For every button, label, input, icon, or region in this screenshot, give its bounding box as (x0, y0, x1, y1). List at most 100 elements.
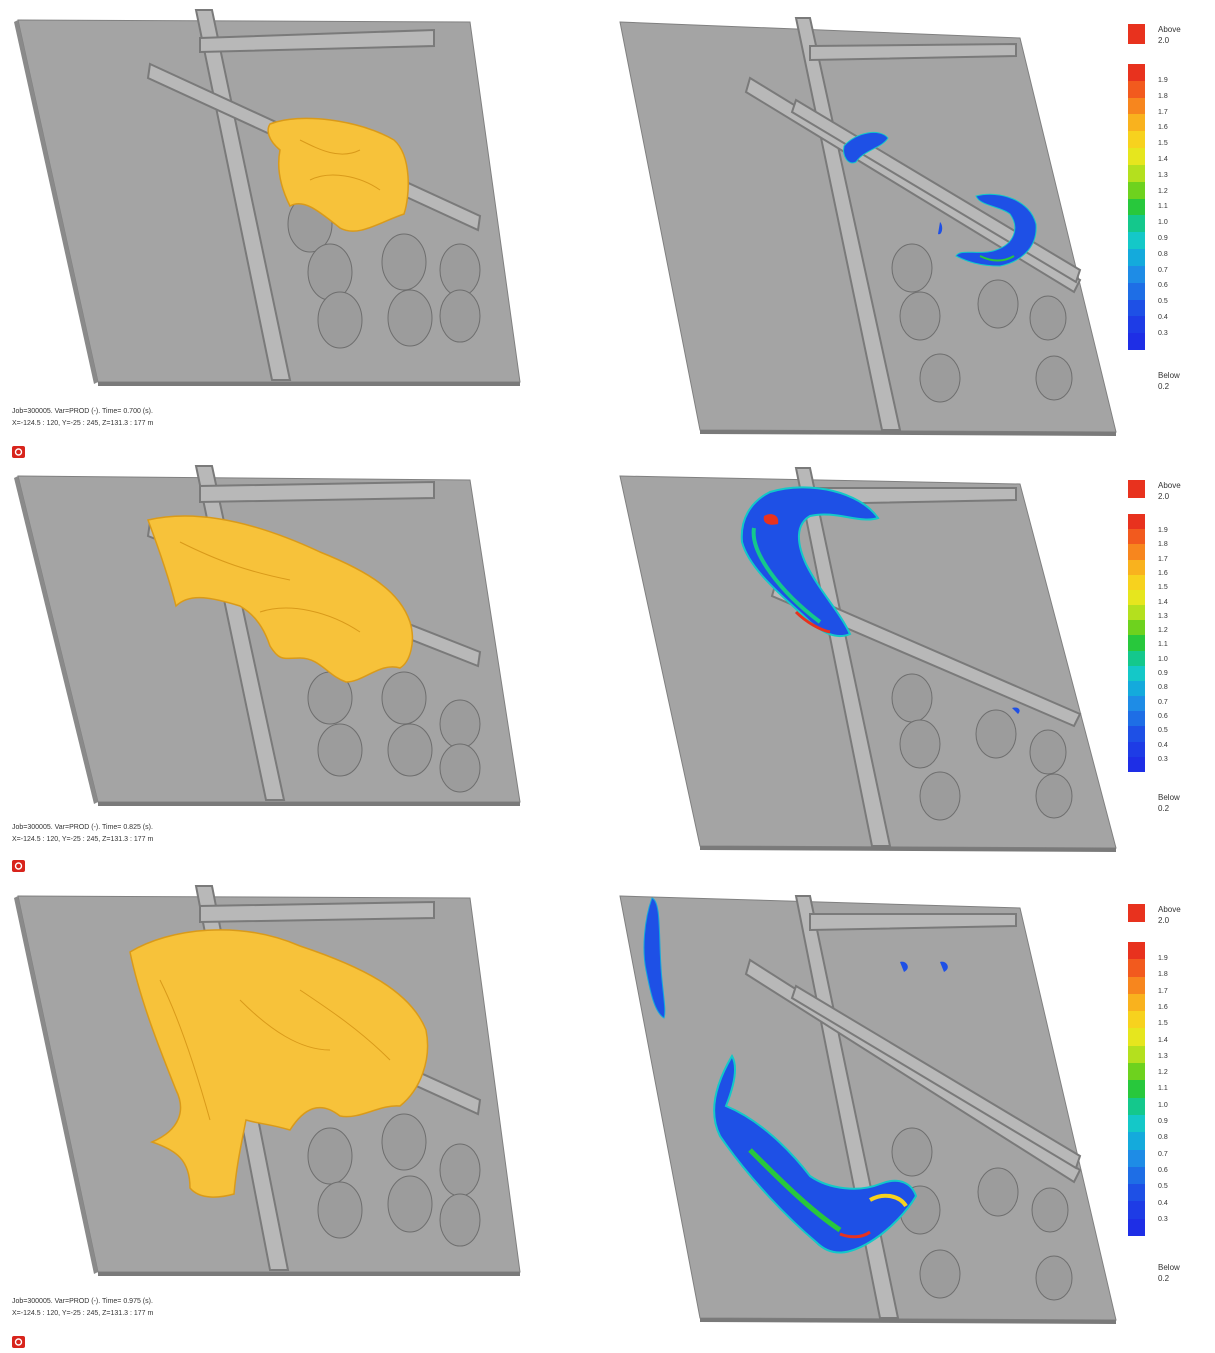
legend-color-step (1128, 1166, 1145, 1185)
legend-level-label: 1.1 (1158, 1085, 1168, 1093)
legend-level-label: 1.2 (1158, 627, 1168, 635)
concentration-contour (740, 486, 880, 638)
legend-color-step (1128, 942, 1145, 960)
right-3d-view-frame-1 (600, 0, 1120, 440)
legend-color-step (1128, 711, 1145, 727)
legend-level-label: 1.9 (1158, 955, 1168, 962)
legend-level-label: 1.6 (1158, 569, 1168, 577)
legend-color-step (1128, 529, 1145, 545)
iso-surface-render (14, 465, 521, 806)
legend-color-step (1128, 976, 1145, 994)
caption-job-time: Job=300005. Var=PROD (-). Time= 0.825 (s… (12, 824, 153, 831)
legend-color-step (1128, 1063, 1145, 1081)
iso-surface-render (14, 885, 521, 1276)
app-icon[interactable] (12, 1336, 25, 1348)
legend-level-label: 0.9 (1158, 670, 1168, 677)
legend-level-label: 1.3 (1158, 1052, 1168, 1060)
legend-level-label: 0.5 (1158, 727, 1168, 735)
legend-color-step (1128, 696, 1145, 712)
legend-level-label: 1.9 (1158, 527, 1168, 534)
caption-job-time: Job=300005. Var=PROD (-). Time= 0.700 (s… (12, 408, 153, 415)
legend-color-step (1128, 589, 1145, 606)
legend-color-step (1128, 1218, 1145, 1237)
legend-above-value: 2.0 (1158, 36, 1170, 45)
legend-color-step (1128, 1132, 1145, 1150)
legend-color-step (1128, 80, 1145, 98)
legend-above-swatch (1128, 24, 1145, 44)
contour-render (619, 895, 1117, 1324)
legend-color-step (1128, 605, 1145, 621)
legend-color-step (1128, 215, 1145, 233)
right-3d-view-frame-2 (600, 462, 1120, 862)
legend-below-label: Below (1158, 371, 1180, 380)
legend-level-label: 0.5 (1158, 1183, 1168, 1191)
legend-color-step (1128, 559, 1145, 575)
legend-color-step (1128, 333, 1145, 351)
legend-level-label: 0.7 (1158, 698, 1168, 706)
legend-above-label: Above (1158, 25, 1181, 34)
legend-level-label: 0.8 (1158, 684, 1168, 692)
legend-color-step (1128, 741, 1145, 757)
legend-level-label: 1.4 (1158, 598, 1168, 606)
legend-above-label: Above (1158, 905, 1181, 914)
legend-color-step (1128, 232, 1145, 250)
legend-below-value: 0.2 (1158, 382, 1170, 391)
legend-color-step (1128, 1201, 1145, 1219)
concentration-contour (713, 1054, 918, 1254)
frame-caption: Job=300005. Var=PROD (-). Time= 0.975 (s… (12, 1296, 153, 1320)
iso-surface-render (14, 9, 521, 386)
color-legend: Above 2.0 1.9 1.8 1.7 1.6 1.5 1.4 1.3 1.2 1.1 1.0 0.… (1120, 900, 1215, 1286)
legend-color-step (1128, 1149, 1145, 1167)
concentration-contour (643, 897, 666, 1019)
legend-level-label: 0.9 (1158, 235, 1168, 242)
legend-color-step (1128, 1011, 1145, 1029)
legend-color-step (1128, 1045, 1145, 1064)
legend-level-label: 0.4 (1158, 314, 1168, 321)
legend-level-label: 0.7 (1158, 1150, 1168, 1158)
legend-level-label: 0.4 (1158, 1199, 1168, 1207)
legend-level-label: 0.5 (1158, 298, 1168, 306)
ground-edge (98, 382, 520, 386)
legend-above-swatch (1128, 904, 1145, 922)
legend-level-label: 1.1 (1158, 203, 1168, 211)
legend-color-step (1128, 544, 1145, 560)
legend-color-step (1128, 64, 1145, 81)
caption-extents: X=-124.5 : 120, Y=-25 : 245, Z=131.3 : 1… (12, 836, 154, 843)
legend-level-label: 1.6 (1158, 124, 1168, 132)
legend-level-label: 1.5 (1158, 140, 1168, 148)
legend-color-step (1128, 265, 1145, 283)
legend-level-label: 1.1 (1158, 641, 1168, 649)
legend-color-step (1128, 1184, 1145, 1202)
app-icon[interactable] (12, 860, 25, 872)
legend-color-step (1128, 97, 1145, 115)
gas-cloud-isosurface (129, 929, 429, 1198)
color-legend: Above 2.0 1.9 1.8 1.7 1.6 1.5 1.4 1.3 1.2 1.1 1.0 0.… (1120, 476, 1215, 816)
right-3d-view-frame-3 (600, 880, 1120, 1332)
legend-color-step (1128, 249, 1145, 266)
legend-color-step (1128, 756, 1145, 772)
legend-color-step (1128, 282, 1145, 300)
legend-color-step (1128, 114, 1145, 132)
legend-color-step (1128, 198, 1145, 216)
legend-level-label: 1.7 (1158, 987, 1168, 995)
legend-color-step (1128, 514, 1145, 530)
legend-below-label: Below (1158, 1263, 1180, 1272)
contour-render (619, 17, 1117, 436)
legend-above-value: 2.0 (1158, 916, 1170, 925)
legend-level-label: 0.9 (1158, 1118, 1168, 1125)
legend-color-step (1128, 148, 1145, 165)
left-3d-view-frame-3 (0, 880, 560, 1292)
legend-below-value: 0.2 (1158, 804, 1170, 813)
legend-level-label: 1.7 (1158, 108, 1168, 116)
legend-color-step (1128, 665, 1145, 681)
app-icon[interactable] (12, 446, 25, 458)
caption-extents: X=-124.5 : 120, Y=-25 : 245, Z=131.3 : 1… (12, 1310, 154, 1317)
legend-color-step (1128, 1097, 1145, 1115)
contour-render (619, 467, 1117, 852)
legend-color-step (1128, 1080, 1145, 1098)
legend-level-label: 1.0 (1158, 655, 1168, 663)
frame-caption: Job=300005. Var=PROD (-). Time= 0.700 (s… (12, 406, 153, 430)
legend-level-label: 0.4 (1158, 741, 1168, 749)
legend-level-label: 0.7 (1158, 266, 1168, 274)
legend-color-step (1128, 574, 1145, 590)
